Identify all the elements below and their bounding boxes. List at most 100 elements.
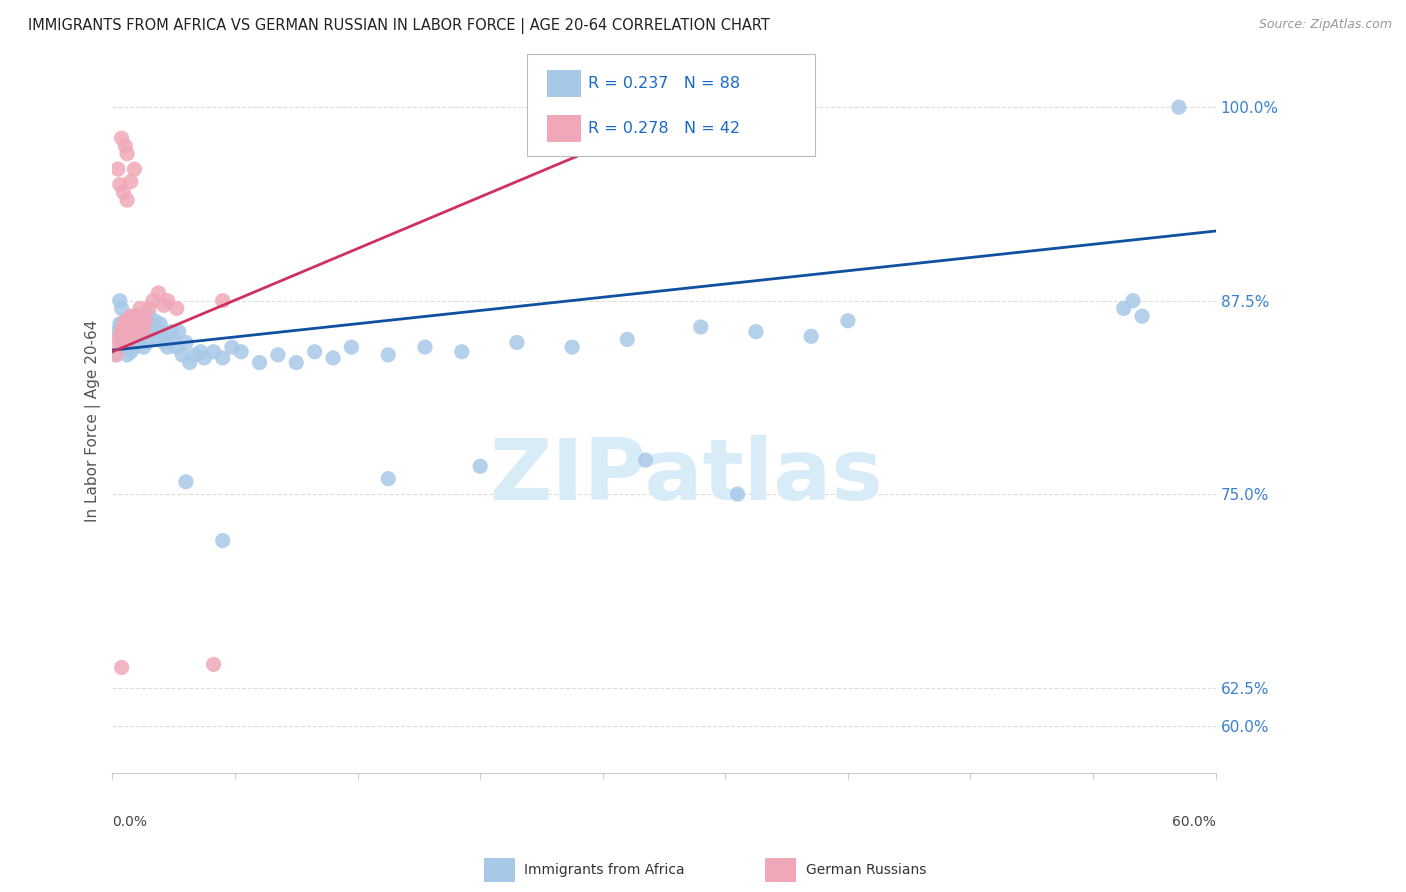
Point xyxy=(129,309,152,323)
Point xyxy=(249,355,271,369)
Point xyxy=(118,340,141,354)
Point xyxy=(229,344,252,359)
Text: German Russians: German Russians xyxy=(806,863,927,877)
Point xyxy=(148,325,170,339)
Point xyxy=(108,178,131,192)
Point xyxy=(107,162,129,177)
Point xyxy=(211,293,233,308)
Point xyxy=(114,139,136,153)
Point xyxy=(136,335,159,350)
Point xyxy=(138,309,160,323)
Point xyxy=(115,193,138,207)
Point xyxy=(202,344,225,359)
Point xyxy=(125,325,148,339)
Point xyxy=(107,325,129,339)
Point xyxy=(153,335,176,350)
Point xyxy=(167,325,190,339)
Point xyxy=(110,301,132,316)
Point xyxy=(114,320,136,334)
Point xyxy=(184,348,207,362)
Point xyxy=(115,320,138,334)
Point xyxy=(115,348,138,362)
Point xyxy=(118,325,141,339)
Point xyxy=(112,320,135,334)
Point xyxy=(1122,293,1144,308)
Point xyxy=(110,131,132,145)
Point xyxy=(114,325,136,339)
Point xyxy=(125,317,148,331)
Point xyxy=(470,459,492,474)
Point xyxy=(124,340,146,354)
Point xyxy=(118,329,141,343)
Point xyxy=(174,335,197,350)
Point xyxy=(120,174,142,188)
Point xyxy=(156,340,179,354)
Point xyxy=(110,325,132,339)
Point xyxy=(121,325,143,339)
Point xyxy=(745,325,768,339)
Point xyxy=(124,320,146,334)
Point xyxy=(1167,100,1189,114)
Point xyxy=(118,317,141,331)
Point xyxy=(131,325,153,339)
Point xyxy=(561,340,583,354)
Point xyxy=(129,301,152,316)
Point xyxy=(166,340,188,354)
Point xyxy=(120,309,142,323)
Point xyxy=(115,320,138,334)
Point xyxy=(138,320,160,334)
Point xyxy=(616,332,638,346)
Point xyxy=(105,348,128,362)
Point xyxy=(162,332,184,346)
Text: 60.0%: 60.0% xyxy=(1171,815,1216,829)
Point xyxy=(450,344,472,359)
Point xyxy=(112,332,135,346)
Point xyxy=(689,320,711,334)
Point xyxy=(124,325,146,339)
Point xyxy=(150,325,173,339)
Point xyxy=(110,325,132,339)
Point xyxy=(340,340,363,354)
Point xyxy=(142,325,165,339)
Point xyxy=(1112,301,1135,316)
Point xyxy=(190,344,212,359)
Text: R = 0.237   N = 88: R = 0.237 N = 88 xyxy=(588,76,740,91)
Point xyxy=(138,301,160,316)
Point xyxy=(110,317,132,331)
Point xyxy=(506,335,529,350)
Point xyxy=(120,314,142,328)
Point xyxy=(267,348,290,362)
Point xyxy=(120,344,142,359)
Point xyxy=(114,314,136,328)
Point xyxy=(156,293,179,308)
Point xyxy=(108,293,131,308)
Point xyxy=(120,332,142,346)
Point xyxy=(115,146,138,161)
Point xyxy=(105,348,128,362)
Point xyxy=(304,344,326,359)
Point xyxy=(134,314,156,328)
Point xyxy=(139,317,162,331)
Point xyxy=(149,317,172,331)
Point xyxy=(377,348,399,362)
Point xyxy=(193,351,215,365)
Text: ZIPatlas: ZIPatlas xyxy=(489,435,883,518)
Point xyxy=(132,317,155,331)
Point xyxy=(124,309,146,323)
Point xyxy=(166,301,188,316)
Text: IMMIGRANTS FROM AFRICA VS GERMAN RUSSIAN IN LABOR FORCE | AGE 20-64 CORRELATION : IMMIGRANTS FROM AFRICA VS GERMAN RUSSIAN… xyxy=(28,18,770,34)
Point xyxy=(727,487,749,501)
Point xyxy=(174,475,197,489)
Point xyxy=(634,453,657,467)
Point xyxy=(142,293,165,308)
Point xyxy=(800,329,823,343)
Point xyxy=(153,298,176,312)
Point xyxy=(285,355,308,369)
Point xyxy=(121,335,143,350)
Point xyxy=(115,335,138,350)
Point xyxy=(110,660,132,674)
Point xyxy=(211,351,233,365)
Point xyxy=(112,329,135,343)
Point xyxy=(112,335,135,350)
Point xyxy=(114,340,136,354)
